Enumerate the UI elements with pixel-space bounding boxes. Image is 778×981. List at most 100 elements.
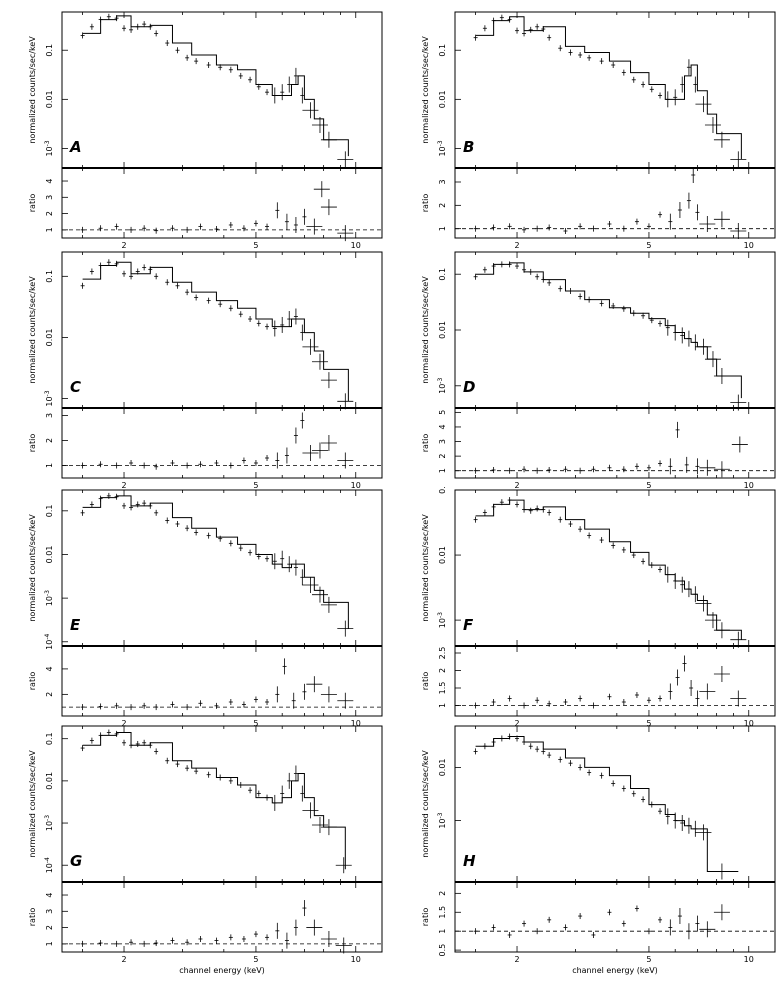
ratio-point xyxy=(154,463,159,470)
panel-letter: C xyxy=(70,378,81,396)
ratio-point xyxy=(293,427,298,444)
ratio-point xyxy=(300,412,305,429)
spectrum-point xyxy=(578,764,583,771)
ratio-point xyxy=(320,199,337,216)
y-tick-label: 0.01 xyxy=(45,772,54,790)
spectrum-point xyxy=(587,54,592,61)
ratio-point xyxy=(214,226,219,233)
ratio-point xyxy=(682,655,687,672)
ratio-y-tick-label: 3 xyxy=(45,413,54,418)
ratio-y-label: ratio xyxy=(421,672,430,691)
spectrum-point xyxy=(311,353,328,370)
x-tick-label: 2 xyxy=(121,481,126,490)
ratio-point xyxy=(337,225,354,242)
spectrum-point xyxy=(507,733,512,740)
spectrum-point xyxy=(730,631,747,648)
spectrum-point xyxy=(568,49,573,56)
spectrum-point xyxy=(641,796,646,803)
spectrum-point xyxy=(568,760,573,767)
ratio-y-tick-label: 1 xyxy=(438,226,447,231)
spectrum-point xyxy=(686,330,691,347)
spectrum-point xyxy=(320,131,337,148)
panel-C: 2 5 10 normalized counts/sec/keV ratio 0.1 0.0… xyxy=(28,251,383,490)
ratio-point xyxy=(713,666,730,682)
spectrum-point xyxy=(558,45,563,52)
ratio-point xyxy=(275,452,280,469)
spectrum-point xyxy=(337,151,354,168)
spectrum-point xyxy=(641,558,646,565)
model-curve xyxy=(82,261,349,402)
spectrum-point xyxy=(680,576,685,593)
ratio-point xyxy=(80,226,85,233)
ratio-y-label: ratio xyxy=(421,194,430,213)
spectrum-point xyxy=(218,301,223,308)
ratio-point xyxy=(675,421,680,438)
spectrum-point xyxy=(673,89,678,106)
spectrum-point xyxy=(248,787,253,794)
spectrum-point xyxy=(300,785,305,802)
spectrum-point xyxy=(587,532,592,539)
ratio-y-tick-label: 2 xyxy=(45,211,54,216)
ratio-point xyxy=(621,225,626,232)
spectrum-point xyxy=(686,59,691,76)
spectrum-point xyxy=(631,76,636,83)
spectrum-point xyxy=(499,499,504,506)
spectrum-point xyxy=(695,595,712,612)
spectrum-frame xyxy=(454,251,776,409)
spectrum-point xyxy=(686,817,691,834)
ratio-y-tick-label: 2 xyxy=(45,692,54,697)
ratio-point xyxy=(154,227,159,234)
ratio-point xyxy=(607,909,612,916)
ratio-point xyxy=(306,919,323,936)
spectrum-point xyxy=(693,586,698,603)
spectrum-point xyxy=(507,16,512,23)
spectrum-point xyxy=(713,367,730,384)
ratio-point xyxy=(658,695,663,702)
spectrum-point xyxy=(673,572,678,589)
ratio-y-label: ratio xyxy=(28,672,37,691)
ratio-point xyxy=(699,683,716,700)
spectrum-point xyxy=(649,801,654,808)
ratio-point xyxy=(668,213,673,230)
spectrum-point xyxy=(106,492,111,499)
ratio-point xyxy=(658,916,663,923)
ratio-point xyxy=(607,221,612,227)
ratio-point xyxy=(621,699,626,705)
spectrum-point xyxy=(302,338,319,355)
model-curve xyxy=(475,499,742,640)
ratio-point xyxy=(114,462,119,469)
x-tick-label: 5 xyxy=(253,241,258,250)
spectrum-frame xyxy=(61,251,383,409)
y-tick-label: 10-3 xyxy=(437,812,447,828)
ratio-point xyxy=(275,686,280,703)
ratio-point xyxy=(253,220,258,227)
ratio-point xyxy=(677,202,682,218)
spectrum-point xyxy=(154,748,159,755)
x-tick-label: 5 xyxy=(646,241,651,250)
ratio-point xyxy=(275,922,280,939)
spectrum-point xyxy=(631,790,636,797)
ratio-y-label: ratio xyxy=(28,908,37,927)
ratio-point xyxy=(284,213,289,230)
spectrum-point xyxy=(335,857,352,874)
ratio-point xyxy=(547,916,552,923)
spectrum-point xyxy=(673,324,678,341)
spectrum-point xyxy=(515,27,520,34)
ratio-point xyxy=(591,702,596,709)
x-tick-label: 5 xyxy=(646,719,651,728)
spectrum-point xyxy=(695,338,712,355)
ratio-point xyxy=(634,463,639,470)
ratio-point xyxy=(677,908,682,925)
ratio-point xyxy=(185,226,190,233)
spectrum-point xyxy=(547,34,552,41)
ratio-point xyxy=(699,459,716,476)
ratio-point xyxy=(129,704,134,711)
spectrum-point xyxy=(641,312,646,319)
ratio-point xyxy=(491,699,496,705)
panel-letter: F xyxy=(463,616,474,634)
ratio-point xyxy=(621,466,626,473)
ratio-point xyxy=(731,436,748,453)
ratio-y-tick-label: 2 xyxy=(438,203,447,208)
spectrum-point xyxy=(695,824,712,841)
spectrum-y-label: normalized counts/sec/keV xyxy=(28,750,37,858)
